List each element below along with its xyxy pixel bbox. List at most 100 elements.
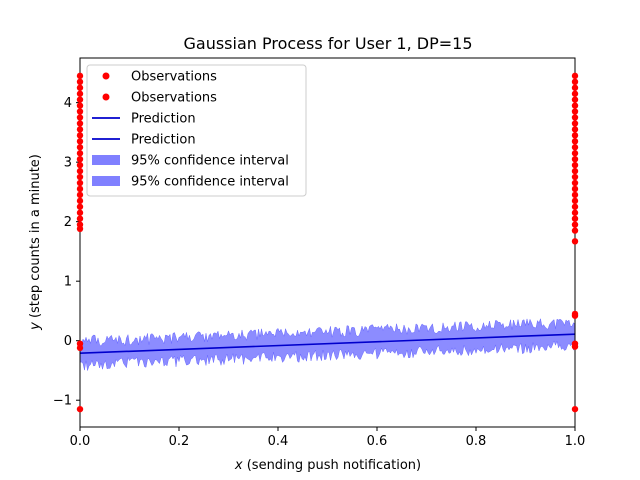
observation-point	[571, 215, 579, 222]
y-axis-label-text: (step counts in a minute)	[28, 154, 43, 322]
observation-point	[571, 238, 579, 245]
observation-point	[571, 84, 579, 91]
y-tick-label: 3	[64, 156, 72, 171]
legend-item: Prediction	[92, 133, 196, 148]
x-axis-label-text: (sending push notification)	[243, 458, 422, 473]
legend-item: Prediction	[92, 112, 196, 127]
observation-points	[76, 72, 579, 413]
observation-point	[571, 185, 579, 193]
observation-point	[571, 343, 579, 350]
observation-point	[571, 161, 579, 169]
observation-point	[571, 138, 579, 145]
observation-point	[76, 344, 84, 352]
observation-point	[76, 78, 84, 86]
observation-point	[76, 167, 84, 175]
legend-item: 95% confidence interval	[92, 154, 289, 169]
observation-point	[76, 155, 84, 163]
observation-point	[76, 90, 84, 97]
legend-label: 95% confidence interval	[131, 175, 289, 190]
observation-point	[76, 215, 84, 222]
legend-dot-icon	[102, 72, 110, 80]
x-tick-label: 0.2	[169, 434, 190, 449]
legend: Observations Observations Prediction Predic…	[86, 64, 307, 197]
y-axis-label-variable: y	[28, 322, 43, 331]
observation-point	[571, 108, 579, 115]
observation-point	[571, 90, 579, 97]
legend-item: Observations	[102, 70, 217, 85]
observation-point	[571, 114, 579, 121]
legend-label: 95% confidence interval	[131, 154, 289, 169]
observation-point	[571, 227, 579, 234]
x-tick-label: 1.0	[565, 434, 586, 449]
observation-point	[571, 179, 579, 187]
observation-point	[571, 405, 579, 413]
observation-point	[571, 132, 579, 139]
observation-point	[76, 161, 84, 169]
observation-point	[76, 185, 84, 193]
observation-point	[76, 179, 84, 187]
observation-point	[76, 96, 84, 103]
observation-point	[571, 126, 579, 133]
observation-point	[571, 102, 579, 109]
observation-point	[571, 209, 579, 216]
observation-point	[571, 312, 579, 319]
observation-point	[76, 203, 84, 210]
observation-point	[76, 114, 84, 121]
observation-point	[76, 197, 84, 205]
x-tick-label: 0.6	[367, 434, 388, 449]
observation-point	[571, 221, 579, 228]
observation-point	[571, 155, 579, 163]
confidence-band	[80, 318, 575, 371]
observation-point	[571, 197, 579, 205]
observation-point	[571, 203, 579, 210]
legend-box	[86, 64, 307, 197]
observation-point	[76, 84, 84, 91]
x-tick-label: 0.0	[70, 434, 91, 449]
observation-point	[76, 173, 84, 181]
observation-point	[76, 132, 84, 139]
observation-point	[76, 108, 84, 115]
observation-point	[76, 150, 84, 157]
legend-item: Observations	[102, 91, 217, 106]
observation-point	[571, 144, 579, 151]
observation-point	[571, 72, 579, 80]
observation-point	[76, 405, 84, 413]
y-tick-label: 1	[64, 275, 72, 290]
y-axis: −1 0 1 2 3 4	[53, 96, 80, 409]
legend-patch-icon	[92, 176, 120, 186]
y-tick-label: 2	[64, 215, 72, 230]
observation-point	[76, 102, 84, 109]
x-tick-label: 0.8	[466, 434, 487, 449]
observation-point	[571, 78, 579, 86]
observation-point	[571, 96, 579, 103]
x-axis: 0.0 0.2 0.4 0.6 0.8 1.0	[70, 427, 586, 449]
prediction-line	[80, 333, 575, 354]
y-tick-label: 0	[64, 334, 72, 349]
legend-patch-icon	[92, 155, 120, 165]
legend-label: Observations	[131, 91, 217, 106]
observation-point	[76, 225, 84, 233]
observation-point	[76, 72, 84, 80]
legend-dot-icon	[102, 93, 110, 101]
x-tick-label: 0.4	[268, 434, 289, 449]
observation-point	[571, 173, 579, 181]
y-tick-label: 4	[64, 96, 72, 111]
observation-point	[571, 120, 579, 127]
observation-point	[571, 150, 579, 157]
legend-item: 95% confidence interval	[92, 175, 289, 190]
chart-title: Gaussian Process for User 1, DP=15	[184, 34, 473, 53]
y-axis-label: y (step counts in a minute)	[28, 154, 43, 331]
x-axis-label-variable: x	[234, 458, 243, 473]
y-tick-label: −1	[53, 394, 72, 409]
observation-point	[76, 191, 84, 199]
observation-point	[76, 126, 84, 133]
observation-point	[76, 120, 84, 127]
x-axis-label: x (sending push notification)	[234, 458, 421, 473]
legend-label: Observations	[131, 70, 217, 85]
observation-point	[76, 144, 84, 151]
observation-point	[571, 191, 579, 199]
observation-point	[571, 167, 579, 175]
plot-area	[80, 318, 575, 371]
legend-label: Prediction	[131, 112, 196, 127]
